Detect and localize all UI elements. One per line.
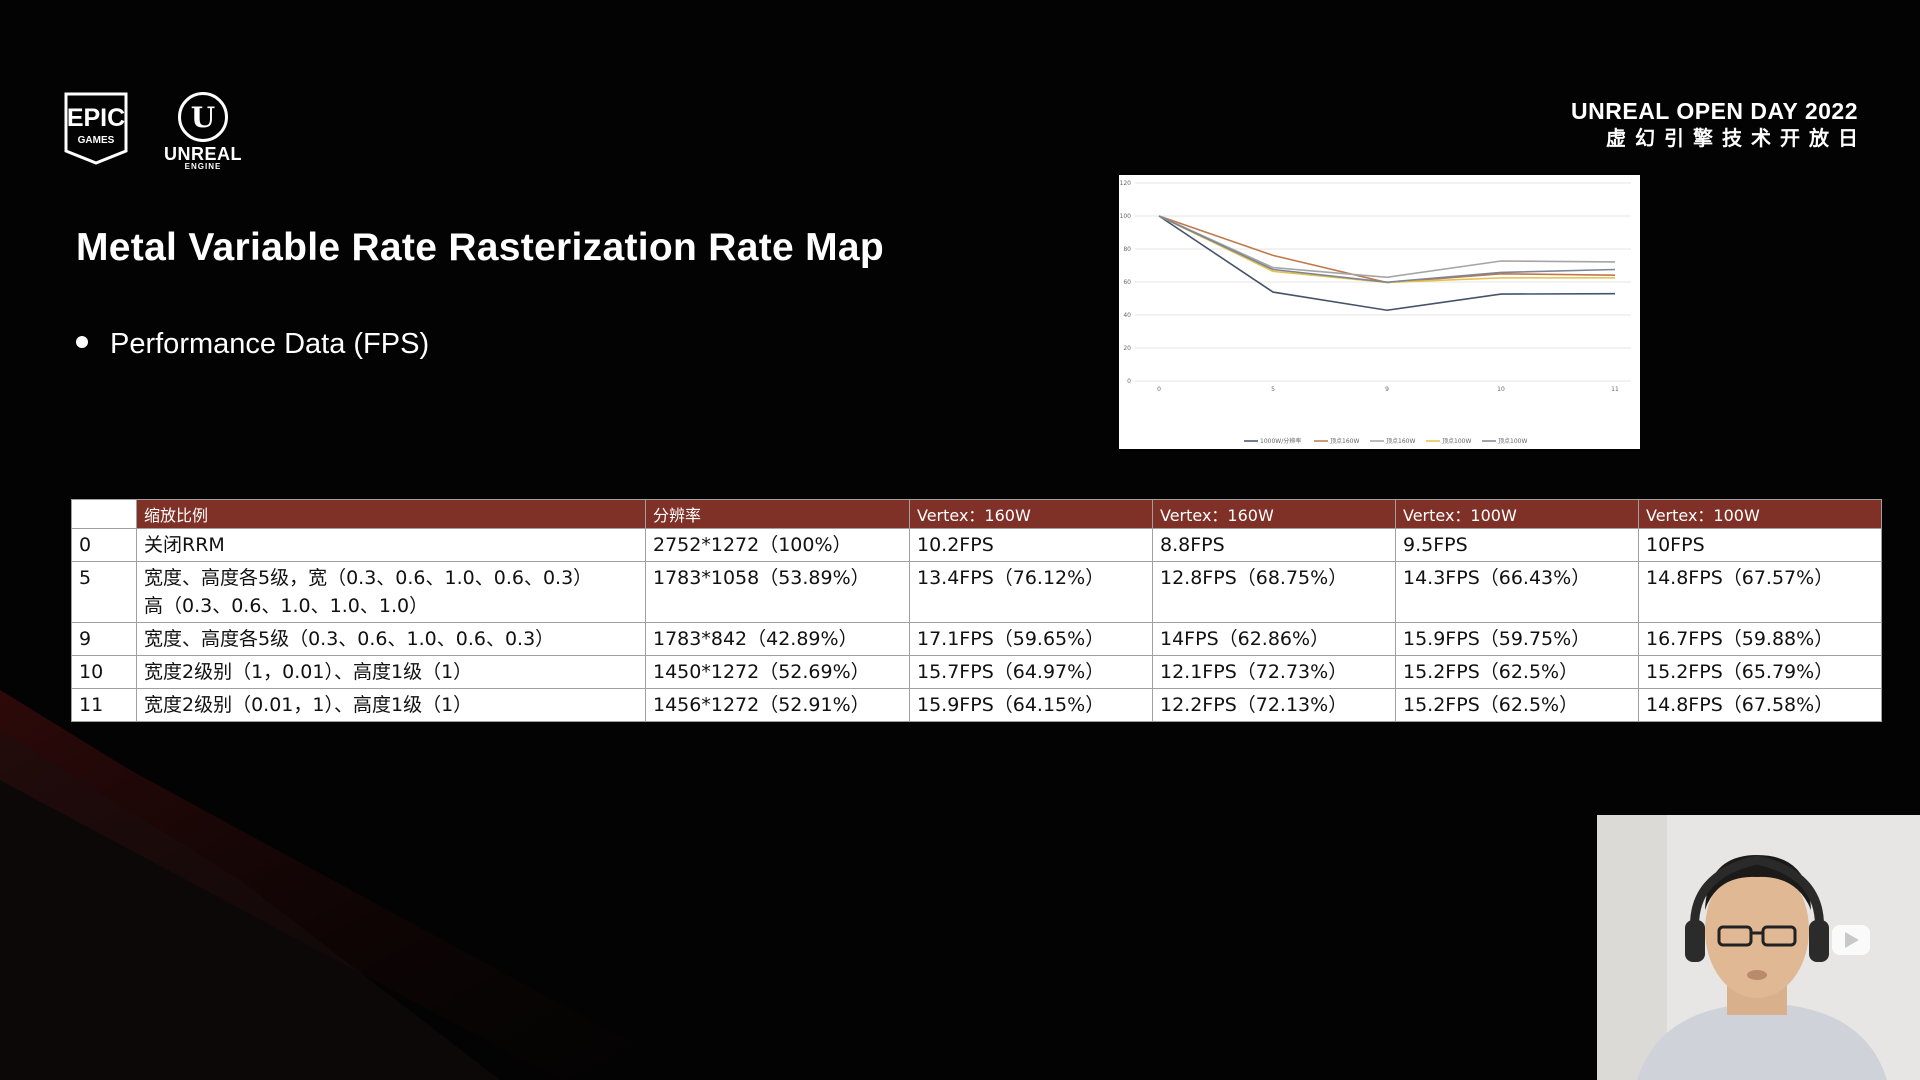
table-cell: 13.4FPS（76.12%）: [909, 561, 1153, 623]
table-header-cell: Vertex：160W: [1152, 499, 1396, 529]
chart-ytick-label: 60: [1123, 279, 1131, 286]
table-row: 10 宽度2级别（1，0.01）、高度1级（1） 1450*1272（52.69%）…: [71, 655, 1882, 689]
chart-xtick-label: 0: [1157, 386, 1161, 393]
ue-logo-sub: ENGINE: [184, 162, 222, 171]
event-title-cn: 虚幻引擎技术开放日: [1606, 128, 1867, 150]
epic-games-logo: EPIC GAMES: [64, 92, 128, 165]
table-cell: 17.1FPS（59.65%）: [909, 622, 1153, 656]
table-cell: 14FPS（62.86%）: [1152, 622, 1396, 656]
table-cell: 15.7FPS（64.97%）: [909, 655, 1153, 689]
table-cell: 关闭RRM: [136, 528, 646, 562]
table-cell: 宽度、高度各5级，宽（0.3、0.6、1.0、0.6、0.3） 高（0.3、0.…: [136, 561, 646, 623]
table-cell: 8.8FPS: [1152, 528, 1396, 562]
table-header-cell: 分辨率: [645, 499, 910, 529]
table-cell: 15.9FPS（64.15%）: [909, 688, 1153, 722]
table-cell: 宽度、高度各5级（0.3、0.6、1.0、0.6、0.3）: [136, 622, 646, 656]
chart-series-line: [1158, 215, 1616, 312]
table-row: 11 宽度2级别（0.01，1）、高度1级（1） 1456*1272（52.91%）…: [71, 688, 1882, 722]
table-header-cell: Vertex：160W: [909, 499, 1153, 529]
chart-ytick-label: 20: [1123, 345, 1131, 352]
epic-logo-text: EPIC: [67, 104, 125, 132]
chart-xtick-label: 9: [1385, 386, 1389, 393]
chart-legend-label: 顶点160W: [1386, 437, 1415, 445]
table-cell: 1450*1272（52.69%）: [645, 655, 910, 689]
table-cell: 2752*1272（100%）: [645, 528, 910, 562]
unreal-engine-logo: U UNREAL ENGINE: [155, 92, 251, 171]
presenter-image: [1597, 815, 1920, 1080]
chart-legend-label: 顶点160W: [1330, 437, 1359, 445]
table-cell: 12.1FPS（72.73%）: [1152, 655, 1396, 689]
table-cell: 15.2FPS（62.5%）: [1395, 655, 1639, 689]
table-row: 0 关闭RRM 2752*1272（100%） 10.2FPS 8.8FPS 9.5FPS…: [71, 528, 1882, 562]
table-cell: 15.2FPS（62.5%）: [1395, 688, 1639, 722]
chart-legend-label: 1000W/分辨率: [1260, 437, 1301, 445]
presenter-webcam: [1597, 815, 1920, 1080]
table-cell: 10FPS: [1638, 528, 1882, 562]
table-cell: 0: [71, 528, 137, 562]
table-header-cell: Vertex：100W: [1638, 499, 1882, 529]
table-header-cell: [71, 499, 137, 529]
chart-ytick-label: 40: [1123, 312, 1131, 319]
ue-glyph: U: [190, 100, 216, 134]
table-header-cell: 缩放比例: [136, 499, 646, 529]
table-cell: 15.2FPS（65.79%）: [1638, 655, 1882, 689]
table-cell: 14.8FPS（67.57%）: [1638, 561, 1882, 623]
performance-table: 缩放比例 分辨率 Vertex：160W Vertex：160W Vertex：100W…: [71, 499, 1882, 722]
table-cell: 10.2FPS: [909, 528, 1153, 562]
event-title-en: UNREAL OPEN DAY 2022: [1571, 98, 1858, 124]
table-cell: 12.8FPS（68.75%）: [1152, 561, 1396, 623]
chart-ytick-label: 120: [1120, 180, 1132, 187]
chart-xtick-label: 5: [1271, 386, 1275, 393]
table-row: 5 宽度、高度各5级，宽（0.3、0.6、1.0、0.6、0.3） 高（0.3、0…: [71, 561, 1882, 623]
chart-xtick-label: 11: [1611, 386, 1619, 393]
table-row: 9 宽度、高度各5级（0.3、0.6、1.0、0.6、0.3） 1783*842（4…: [71, 622, 1882, 656]
table-cell: 10: [71, 655, 137, 689]
fps-line-chart: 0 20 40 60 80 100 120 0 5 9 10 11 1000W/分辨率 顶点160W 顶点1…: [1119, 175, 1640, 449]
table-cell: 5: [71, 561, 137, 623]
table-cell: 宽度2级别（1，0.01）、高度1级（1）: [136, 655, 646, 689]
bullet-dot: [76, 336, 88, 349]
slide-title: Metal Variable Rate Rasterization Rate M…: [76, 226, 885, 269]
chart-series-line: [1158, 215, 1616, 284]
table-cell: 11: [71, 688, 137, 722]
table-cell: 15.9FPS（59.75%）: [1395, 622, 1639, 656]
chart-ytick-label: 0: [1127, 378, 1131, 385]
bullet-item: Performance Data (FPS): [76, 328, 429, 361]
unreal-engine-emblem: U: [178, 92, 228, 142]
bullet-text: Performance Data (FPS): [110, 328, 430, 360]
chart-legend-label: 顶点100W: [1498, 437, 1527, 445]
table-cell: 9.5FPS: [1395, 528, 1639, 562]
table-cell: 1456*1272（52.91%）: [645, 688, 910, 722]
chart-xtick-label: 10: [1497, 386, 1505, 393]
ue-logo-word: UNREAL: [164, 144, 242, 164]
table-cell: 9: [71, 622, 137, 656]
table-cell: 宽度2级别（0.01，1）、高度1级（1）: [136, 688, 646, 722]
table-cell: 1783*1058（53.89%）: [645, 561, 910, 623]
table-header-row: 缩放比例 分辨率 Vertex：160W Vertex：160W Vertex：100W…: [71, 499, 1882, 529]
chart-canvas: 0 20 40 60 80 100 120 0 5 9 10 11 1000W/分辨率 顶点160W 顶点1…: [1120, 180, 1631, 445]
table-cell: 12.2FPS（72.13%）: [1152, 688, 1396, 722]
chart-ytick-label: 80: [1123, 246, 1131, 253]
table-cell: 14.8FPS（67.58%）: [1638, 688, 1882, 722]
epic-logo-subtext: GAMES: [78, 135, 115, 146]
chart-series-line: [1158, 215, 1616, 279]
chart-legend-label: 顶点100W: [1442, 437, 1471, 445]
event-branding: UNREAL OPEN DAY 2022 虚幻引擎技术开放日: [1571, 97, 1858, 153]
chart-ytick-label: 100: [1120, 213, 1132, 220]
table-cell: 1783*842（42.89%）: [645, 622, 910, 656]
table-cell: 14.3FPS（66.43%）: [1395, 561, 1639, 623]
table-header-cell: Vertex：100W: [1395, 499, 1639, 529]
table-cell: 16.7FPS（59.88%）: [1638, 622, 1882, 656]
table-body: 0 关闭RRM 2752*1272（100%） 10.2FPS 8.8FPS 9.5FPS…: [71, 528, 1882, 722]
